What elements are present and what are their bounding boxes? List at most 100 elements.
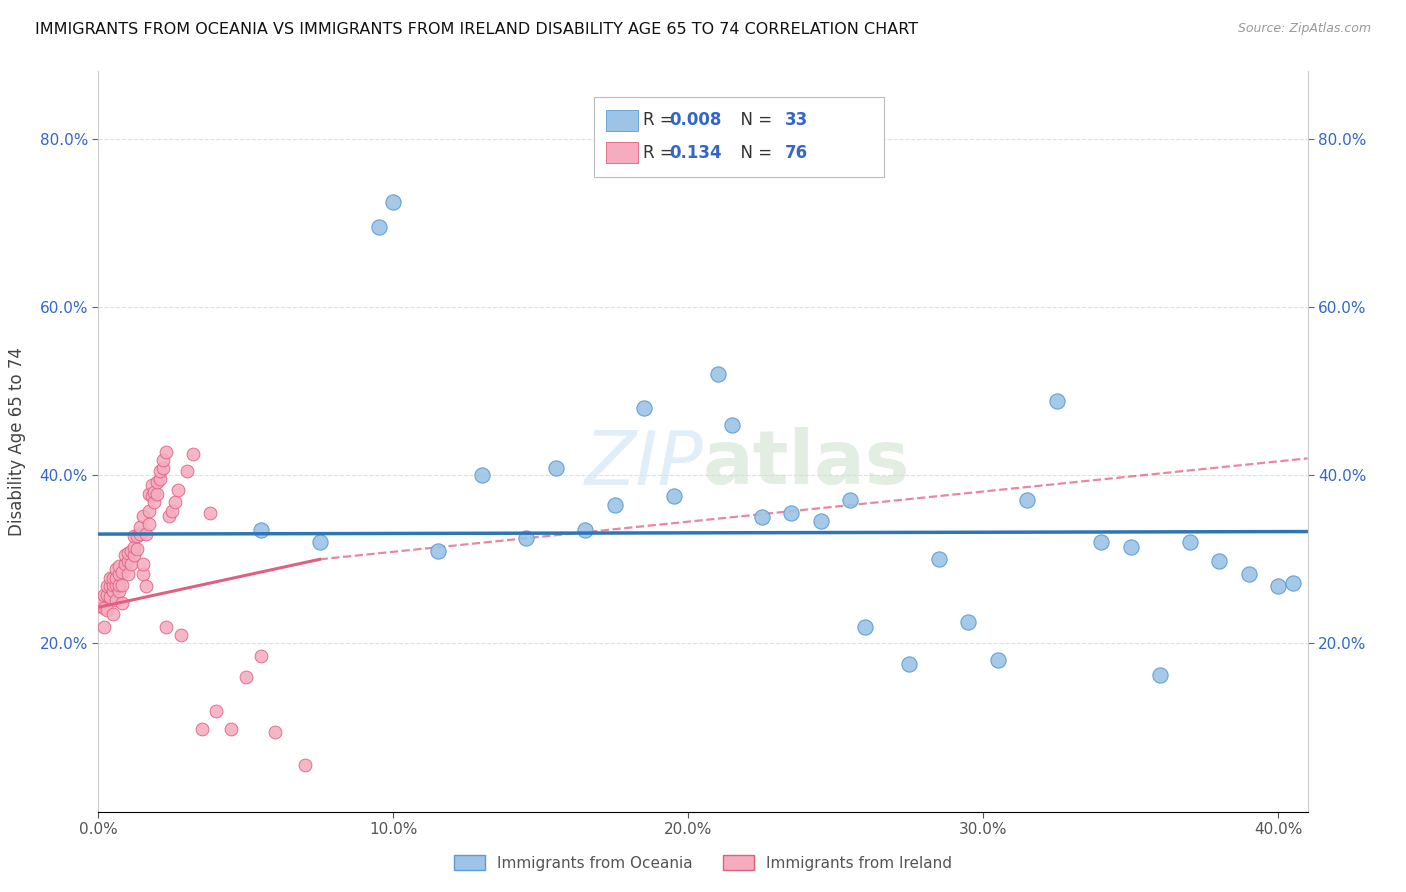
Point [93,588,115,602]
Point [181,447,204,461]
Point [98,579,121,593]
Point [928,552,950,566]
Point [108,584,131,599]
Text: R =: R = [643,112,679,129]
Point [105,592,128,607]
Point [138,503,160,517]
Point [105,562,128,576]
Point [87,599,110,613]
Point [128,520,150,534]
Point [249,649,271,664]
Point [780,506,803,520]
Point [1090,535,1112,549]
Point [141,489,163,503]
Point [93,601,115,615]
Point [751,510,773,524]
Point [135,527,157,541]
Point [426,544,449,558]
Point [143,485,166,500]
Point [105,571,128,585]
Point [117,554,139,568]
Point [131,557,153,571]
FancyBboxPatch shape [606,110,638,130]
Point [111,577,134,591]
Point [125,529,148,543]
Point [138,516,160,531]
Point [143,495,166,509]
Text: 33: 33 [785,112,808,129]
Point [1282,575,1305,590]
Point [111,596,134,610]
Point [120,544,142,558]
Point [1208,554,1230,568]
Point [810,515,832,529]
Point [122,529,145,543]
Text: atlas: atlas [703,427,910,500]
Point [101,571,124,585]
Point [141,478,163,492]
Point [249,523,271,537]
Point [205,704,228,718]
Text: 0.134: 0.134 [669,144,721,161]
Point [160,503,183,517]
FancyBboxPatch shape [595,97,884,178]
Text: 0.008: 0.008 [669,112,721,129]
Point [101,607,124,621]
Text: IMMIGRANTS FROM OCEANIA VS IMMIGRANTS FROM IRELAND DISABILITY AGE 65 TO 74 CORRE: IMMIGRANTS FROM OCEANIA VS IMMIGRANTS FR… [35,22,918,37]
Point [662,489,685,503]
Point [90,592,112,607]
Point [101,584,124,599]
Point [544,461,567,475]
Point [128,527,150,541]
Point [108,567,131,582]
Text: ZIP: ZIP [585,428,703,500]
Point [152,461,174,475]
Point [120,557,142,571]
Point [167,483,190,498]
Point [176,464,198,478]
Point [170,628,193,642]
Point [138,486,160,500]
Point [1267,579,1289,593]
Point [1237,567,1260,582]
Point [839,493,862,508]
Point [235,670,257,684]
Point [98,571,121,585]
Point [90,596,112,610]
Point [898,657,921,672]
Point [382,194,405,209]
Point [146,486,169,500]
Point [155,619,177,633]
Point [471,468,494,483]
Point [1046,394,1069,409]
Point [515,531,537,545]
Legend: Immigrants from Oceania, Immigrants from Ireland: Immigrants from Oceania, Immigrants from… [454,855,952,871]
Point [117,567,139,582]
Point [93,619,115,633]
Point [957,615,980,630]
Point [308,535,330,549]
FancyBboxPatch shape [606,143,638,163]
Point [96,588,118,602]
Point [122,548,145,562]
Point [105,577,128,591]
Point [157,508,180,523]
Point [155,444,177,458]
Point [367,219,389,234]
Point [1178,535,1201,549]
Point [117,545,139,560]
Point [149,472,172,486]
Point [294,758,316,772]
Text: 76: 76 [785,144,808,161]
Point [149,464,172,478]
Point [987,653,1010,667]
Point [131,567,153,582]
Point [633,401,655,415]
Point [108,577,131,591]
Point [853,619,876,633]
Point [152,453,174,467]
Point [96,579,118,593]
Point [131,508,153,523]
Text: Source: ZipAtlas.com: Source: ZipAtlas.com [1237,22,1371,36]
Point [114,557,136,571]
